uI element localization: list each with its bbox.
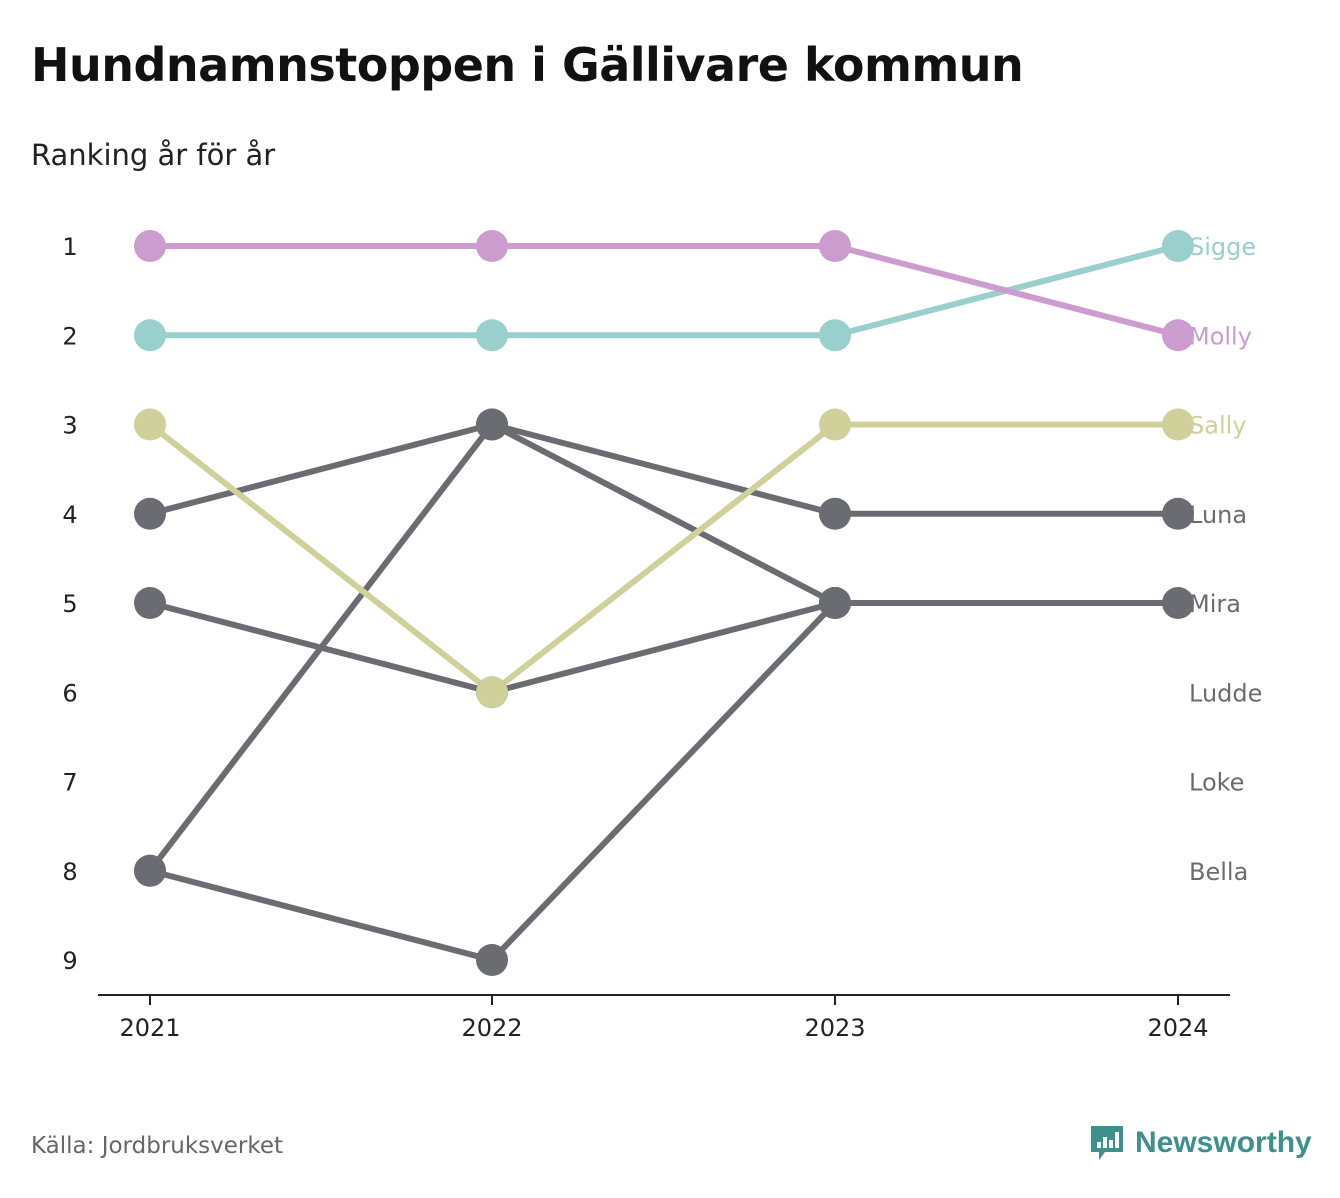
brand-name: Newsworthy xyxy=(1135,1126,1312,1159)
data-point-sally xyxy=(819,408,851,441)
series-label-ludde: Ludde xyxy=(1189,679,1262,707)
data-point-sally xyxy=(134,408,166,441)
series-line-mira xyxy=(489,421,838,606)
y-tick-label: 9 xyxy=(62,947,77,975)
y-tick-label: 5 xyxy=(62,590,77,618)
bump-chart: 1 2 3 4 5 6 7 8 9 2021 2022 2023 2024 Sigge Molly Sal… xyxy=(62,230,1262,1042)
series-line-luna xyxy=(147,421,495,517)
y-tick-label: 7 xyxy=(62,769,77,797)
data-point-sigge xyxy=(134,319,166,352)
data-point-loke xyxy=(476,944,508,976)
data-point-sigge xyxy=(476,319,508,352)
x-axis: 2021 2022 2023 2024 xyxy=(98,994,1230,1042)
series-label-mira: Mira xyxy=(1189,590,1241,618)
series-label-sally: Sally xyxy=(1189,412,1246,440)
data-point-sally xyxy=(476,676,508,709)
data-point-mira xyxy=(1162,587,1194,619)
series-line-molly xyxy=(832,243,1181,339)
bar-chart-speech-bubble-icon xyxy=(1091,1126,1123,1160)
series-line-luna xyxy=(489,421,838,517)
x-tick-label: 2023 xyxy=(804,1014,865,1042)
data-point-sigge xyxy=(819,319,851,352)
y-axis: 1 2 3 4 5 6 7 8 9 xyxy=(62,233,77,975)
series-label-loke: Loke xyxy=(1189,769,1244,797)
series-line-ludde xyxy=(489,600,838,696)
data-point-luna xyxy=(819,497,851,530)
data-point-loke xyxy=(134,854,166,887)
series-line-loke xyxy=(489,600,838,963)
series-label-molly: Molly xyxy=(1189,322,1252,350)
data-point-molly xyxy=(476,230,508,262)
data-point-ludde xyxy=(134,587,166,619)
series-label-bella: Bella xyxy=(1189,858,1248,886)
series-line-sally xyxy=(147,421,495,696)
series-label-luna: Luna xyxy=(1189,501,1247,529)
series-lines xyxy=(147,243,1181,963)
series-points xyxy=(134,230,1194,976)
data-point-sigge xyxy=(1162,230,1194,262)
x-tick-label: 2021 xyxy=(119,1014,180,1042)
data-point-sally xyxy=(1162,408,1194,441)
data-point-loke xyxy=(819,587,851,619)
series-line-loke xyxy=(147,867,495,963)
series-line-sally xyxy=(489,421,838,696)
series-label-sigge: Sigge xyxy=(1189,233,1256,261)
y-tick-label: 6 xyxy=(62,679,77,707)
source-note: Källa: Jordbruksverket xyxy=(31,1133,284,1159)
series-labels: Sigge Molly Sally Luna Mira Ludde Loke Bella xyxy=(1189,233,1262,886)
data-point-molly xyxy=(134,230,166,262)
y-tick-label: 2 xyxy=(62,322,77,350)
chart-subtitle: Ranking år för år xyxy=(31,138,276,172)
y-tick-label: 1 xyxy=(62,233,77,261)
y-tick-label: 8 xyxy=(62,858,77,886)
data-point-luna xyxy=(134,497,166,530)
chart-title: Hundnamnstoppen i Gällivare kommun xyxy=(31,38,1024,92)
data-point-luna xyxy=(1162,497,1194,530)
brand-logo: Newsworthy xyxy=(1089,1124,1312,1162)
y-tick-label: 4 xyxy=(62,501,77,529)
series-line-ludde xyxy=(147,600,495,696)
x-tick-label: 2024 xyxy=(1147,1014,1208,1042)
data-point-mira xyxy=(476,408,508,441)
x-tick-label: 2022 xyxy=(461,1014,522,1042)
data-point-molly xyxy=(819,230,851,262)
data-point-molly xyxy=(1162,319,1194,352)
y-tick-label: 3 xyxy=(62,412,77,440)
